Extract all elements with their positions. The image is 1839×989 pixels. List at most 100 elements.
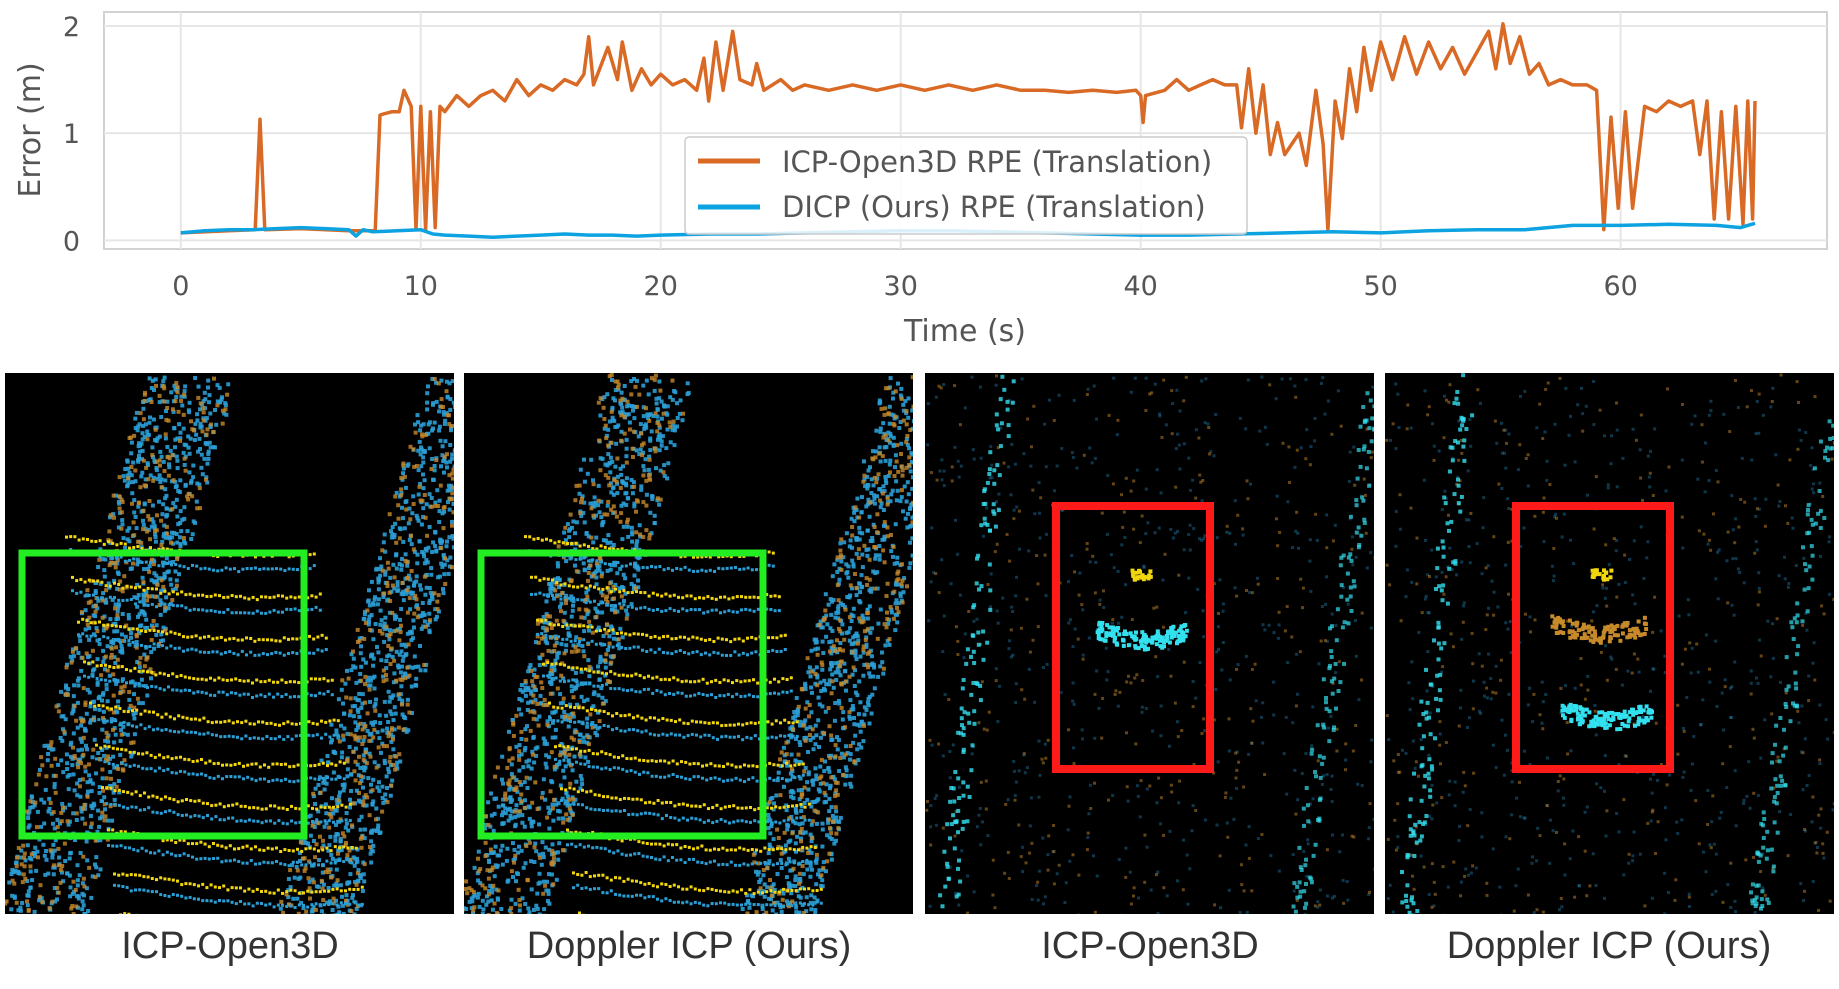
point (442, 454, 447, 459)
point (546, 899, 550, 904)
point (127, 706, 132, 711)
point (144, 617, 149, 622)
point (423, 547, 428, 551)
point (670, 427, 675, 432)
point (554, 636, 559, 641)
point (349, 668, 354, 673)
point (382, 639, 387, 644)
point (558, 604, 562, 609)
point (314, 677, 317, 681)
point (425, 533, 430, 538)
point (381, 674, 386, 679)
point (432, 420, 437, 425)
point (488, 847, 493, 852)
point (119, 685, 124, 690)
point (558, 750, 563, 755)
point (421, 460, 426, 465)
grid (104, 12, 1827, 249)
point (173, 631, 177, 635)
point (141, 458, 146, 463)
point (273, 737, 277, 741)
point (230, 886, 234, 890)
point (345, 902, 350, 907)
point (338, 883, 343, 888)
point (543, 761, 548, 766)
point (185, 798, 188, 801)
point (226, 899, 230, 903)
point (252, 722, 256, 726)
point (441, 506, 446, 511)
point (556, 801, 561, 806)
point (143, 727, 147, 731)
point (583, 607, 588, 612)
point (178, 436, 183, 441)
point (560, 714, 565, 719)
point (609, 626, 614, 631)
point (114, 784, 119, 789)
point (132, 763, 136, 767)
point (589, 535, 594, 540)
point (263, 763, 266, 767)
y-axis-label: Error (m) (13, 62, 48, 197)
point (595, 726, 600, 731)
point (337, 739, 342, 744)
point (606, 452, 611, 457)
point (414, 574, 419, 579)
point (571, 603, 575, 608)
point (382, 591, 387, 596)
point (87, 675, 91, 679)
point (399, 476, 404, 480)
point (59, 758, 64, 763)
point (163, 478, 168, 483)
point (114, 638, 118, 642)
point (282, 653, 286, 657)
point (149, 561, 152, 565)
point (96, 565, 101, 569)
point (157, 564, 161, 568)
point (574, 730, 579, 734)
point (115, 609, 120, 614)
point (327, 843, 332, 848)
point (591, 482, 596, 487)
point (127, 697, 132, 702)
point (369, 839, 374, 844)
point (421, 551, 426, 556)
point (621, 501, 626, 506)
point (543, 639, 548, 644)
point (169, 602, 173, 606)
point (546, 888, 551, 893)
point (557, 841, 562, 846)
point (236, 735, 239, 739)
point (144, 560, 148, 564)
point (47, 746, 51, 750)
point (291, 637, 295, 641)
point (526, 700, 531, 705)
point (182, 442, 187, 447)
point (250, 777, 254, 781)
point (287, 864, 291, 868)
point (134, 526, 139, 531)
point (647, 413, 651, 417)
point (133, 711, 138, 715)
point (471, 908, 476, 913)
point (573, 531, 577, 536)
point (412, 549, 417, 554)
point (204, 678, 208, 682)
point (51, 810, 56, 815)
point (95, 682, 100, 687)
point (183, 482, 188, 487)
point (893, 465, 897, 470)
point (385, 744, 389, 749)
point (57, 855, 62, 860)
point (129, 440, 134, 445)
point (321, 838, 325, 843)
point (173, 730, 176, 734)
point (99, 673, 104, 678)
point (127, 539, 132, 544)
point (216, 856, 220, 860)
point (158, 687, 162, 691)
point (534, 903, 539, 908)
point (848, 626, 853, 631)
point (108, 584, 112, 588)
point (448, 443, 453, 447)
